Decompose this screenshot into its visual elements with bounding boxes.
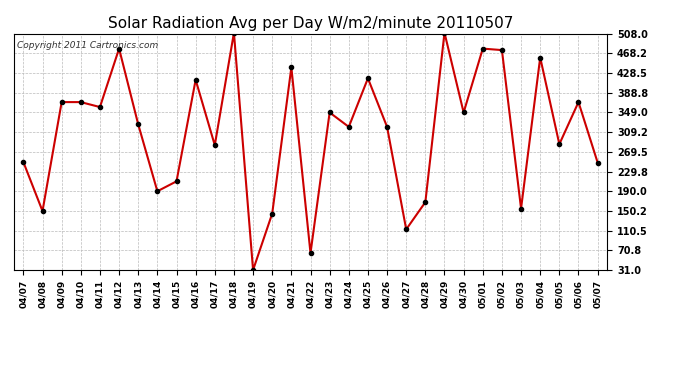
- Title: Solar Radiation Avg per Day W/m2/minute 20110507: Solar Radiation Avg per Day W/m2/minute …: [108, 16, 513, 31]
- Text: Copyright 2011 Cartronics.com: Copyright 2011 Cartronics.com: [17, 41, 158, 50]
